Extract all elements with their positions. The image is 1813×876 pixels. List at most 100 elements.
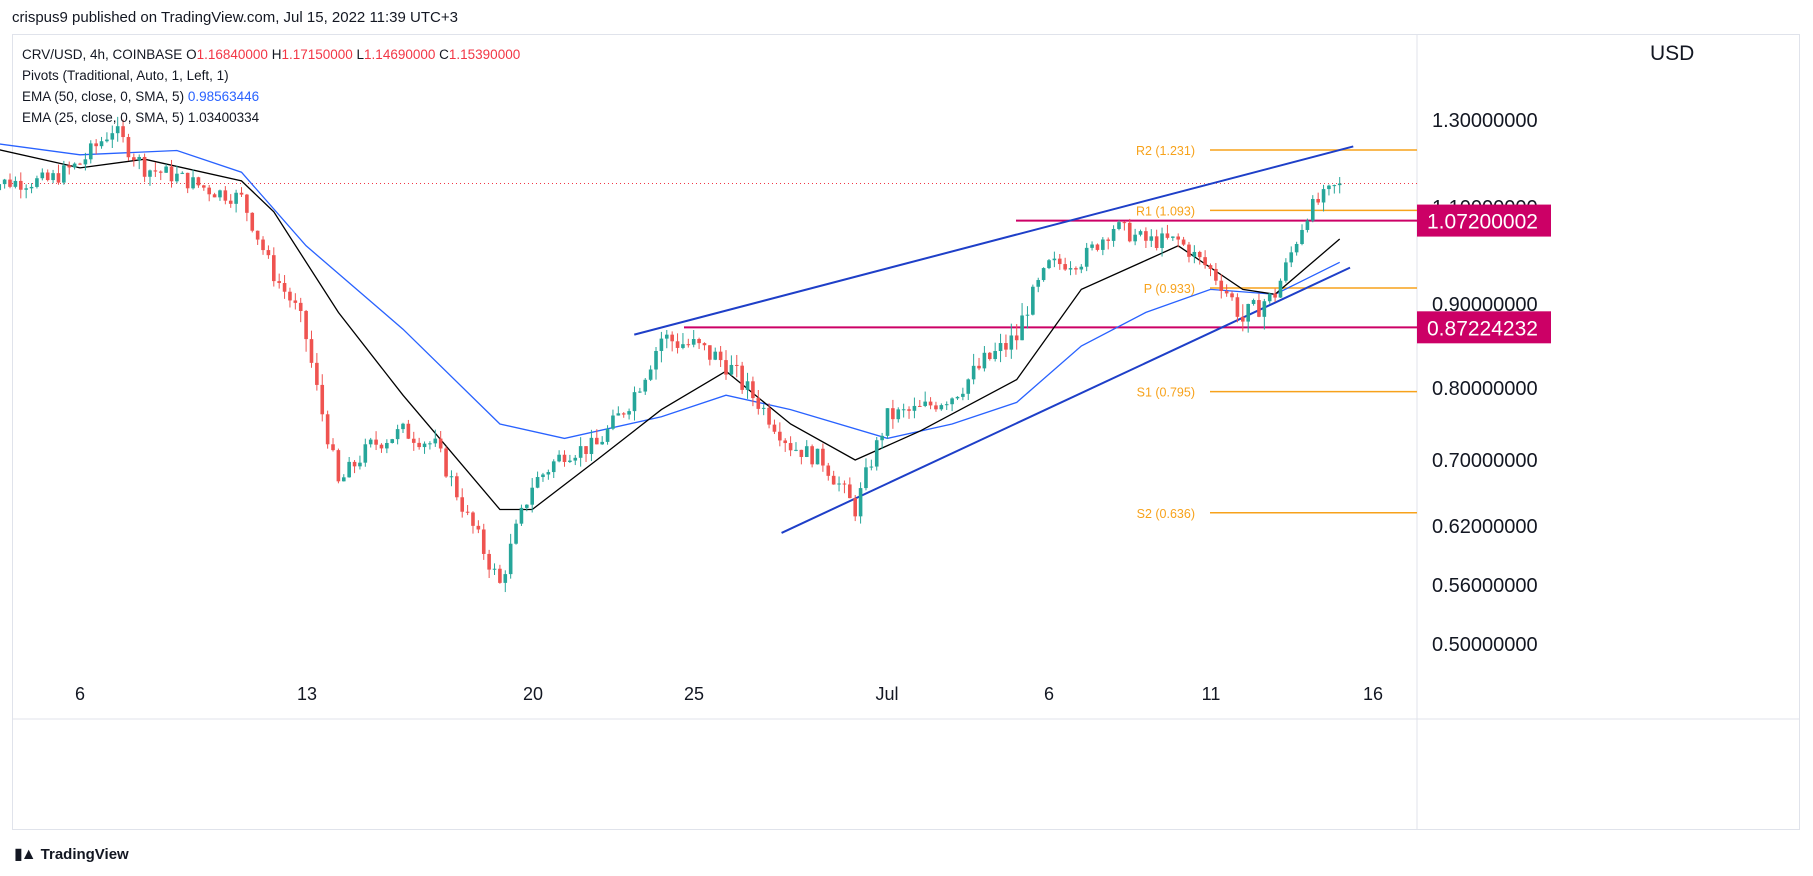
candle-body (589, 437, 594, 455)
low-label: L (356, 47, 365, 62)
ema50-line (0, 143, 1340, 440)
candle-body (1036, 280, 1041, 287)
candle-body (40, 172, 45, 179)
candle-body (83, 159, 88, 165)
candle-body (1224, 290, 1229, 294)
candle-body (272, 255, 276, 282)
candle-body (1310, 198, 1315, 221)
candle-body (659, 338, 664, 351)
candle-body (428, 443, 432, 445)
candle-body (831, 475, 836, 485)
publisher-header: crispus9 published on TradingView.com, J… (0, 0, 1813, 32)
candle-body (132, 157, 136, 161)
candle-body (358, 462, 362, 467)
symbol-label[interactable]: CRV/USD, 4h, COINBASE (22, 47, 183, 62)
candle-body (982, 352, 987, 369)
pivots-label: Pivots (Traditional, Auto, 1, Left, 1) (22, 68, 229, 83)
price-badge (1417, 311, 1551, 344)
candle-body (562, 454, 567, 462)
candle-body (1106, 239, 1111, 241)
candle-body (1020, 315, 1024, 341)
candle-body (912, 405, 917, 411)
candle-body (158, 171, 163, 173)
candle-body (1300, 229, 1304, 244)
ema25-label: EMA (25, close, 0, SMA, 5) (22, 110, 185, 125)
candle-body (315, 362, 319, 385)
candle-body (1246, 303, 1250, 322)
time-tick-label: 6 (1044, 684, 1054, 704)
candle-body (465, 511, 470, 513)
candle-body (331, 444, 335, 451)
time-tick-label: 20 (523, 684, 543, 704)
candle-body (691, 339, 696, 345)
candle-body (2, 179, 7, 185)
candle-body (810, 446, 814, 465)
candle-body (255, 230, 260, 240)
candle-body (1025, 314, 1030, 316)
candle-body (745, 381, 750, 390)
candle-body (842, 483, 847, 485)
candle-body (266, 250, 271, 256)
pivot-level-label: S1 (0.795) (1137, 386, 1195, 400)
legend-ema50-row[interactable]: EMA (50, close, 0, SMA, 5) 0.98563446 (22, 86, 520, 107)
candle-body (298, 302, 303, 311)
candle-body (1257, 300, 1261, 317)
price-tick-label: 0.80000000 (1432, 378, 1538, 400)
candle-body (180, 172, 185, 174)
candle-body (616, 413, 621, 416)
candle-body (309, 339, 314, 363)
legend-pivots-row[interactable]: Pivots (Traditional, Auto, 1, Left, 1) (22, 65, 520, 86)
candle-body (1111, 228, 1116, 241)
candle-body (1284, 262, 1288, 281)
footer-brand[interactable]: ▮▲ TradingView (14, 844, 129, 864)
open-value: 1.16840000 (196, 47, 268, 62)
candle-body (686, 344, 691, 346)
trend-channel-lower (781, 266, 1351, 534)
candle-body (1160, 233, 1164, 248)
candle-body (395, 429, 400, 440)
candle-body (1219, 280, 1224, 291)
candle-body (363, 444, 368, 463)
candle-body (277, 281, 281, 284)
candle-body (245, 194, 249, 213)
candle-body (578, 446, 583, 458)
candle-body (584, 446, 588, 455)
candle-body (966, 379, 971, 394)
candle-body (1122, 222, 1127, 224)
candle-body (621, 413, 626, 415)
trend-channel-upper (634, 145, 1354, 336)
candle-body (530, 487, 534, 505)
candle-body (444, 448, 448, 477)
legend-ema25-row[interactable]: EMA (25, close, 0, SMA, 5) 1.03400334 (22, 107, 520, 128)
candle-body (724, 360, 728, 375)
price-badge (1417, 204, 1551, 237)
candle-body (740, 365, 744, 390)
candle-body (1262, 301, 1267, 317)
candle-body (1176, 236, 1180, 240)
candle-body (734, 364, 739, 366)
candle-body (137, 156, 142, 161)
publisher-text: crispus9 published on TradingView.com, J… (12, 9, 458, 26)
candle-body (29, 186, 34, 189)
candle-body (1052, 258, 1057, 261)
candle-body (1230, 293, 1234, 298)
time-tick-label: 16 (1363, 684, 1383, 704)
candle-body (595, 437, 599, 445)
candle-body (1214, 268, 1218, 281)
candle-body (858, 488, 863, 517)
candle-body (390, 439, 395, 443)
time-tick-label: Jul (875, 684, 898, 704)
candle-body (1278, 280, 1283, 298)
candles-layer (0, 116, 1342, 593)
high-value: 1.17150000 (281, 47, 353, 62)
candle-body (1337, 183, 1342, 186)
candle-body (697, 339, 701, 344)
candle-body (508, 543, 513, 575)
candle-body (433, 438, 438, 444)
candle-body (573, 457, 578, 461)
candle-body (783, 440, 788, 444)
candle-body (901, 409, 906, 411)
candle-body (837, 483, 841, 485)
candle-body (1009, 335, 1014, 350)
